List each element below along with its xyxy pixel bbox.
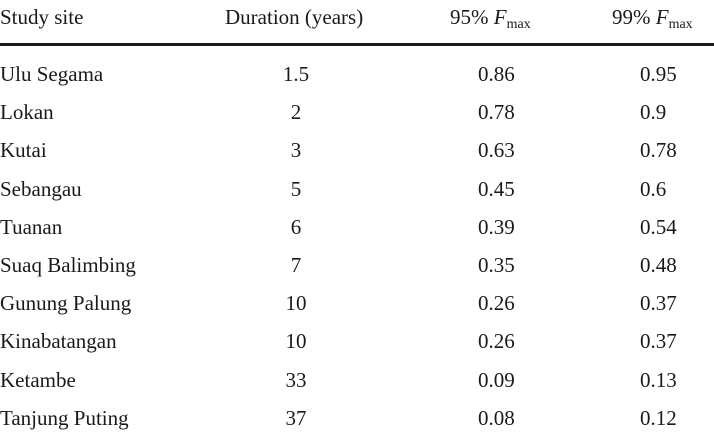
cell-duration: 33 [285, 367, 307, 392]
cell-f99: 0.78 [640, 138, 677, 163]
cell-f99: 0.37 [640, 329, 677, 354]
header-f99: 99% Fmax [612, 2, 693, 40]
header-f99-symbol: F [655, 5, 669, 29]
cell-f99: 0.6 [640, 176, 667, 201]
cell-duration: 3 [290, 138, 302, 163]
cell-f99: 0.48 [640, 253, 677, 277]
cell-f95: 0.45 [478, 176, 515, 201]
cell-f99: 0.37 [640, 291, 677, 316]
cell-duration: 37 [285, 405, 307, 430]
cell-f99: 0.54 [640, 214, 677, 239]
cell-study-site: Suaq Balimbing [0, 253, 136, 277]
cell-f95: 0.26 [478, 329, 515, 354]
cell-study-site: Kinabatangan [0, 329, 117, 354]
cell-duration: 2 [290, 100, 302, 125]
cell-f95: 0.86 [478, 62, 515, 86]
header-duration: Duration (years) [225, 5, 364, 29]
table-header: Study site Duration (years) 95% Fmax 99%… [0, 0, 714, 44]
cell-duration: 10 [285, 329, 307, 354]
table-row: Lokan 2 0.78 0.9 [0, 97, 714, 135]
table-row: Ketambe 33 0.09 0.13 [0, 365, 714, 403]
cell-f95: 0.26 [478, 291, 515, 316]
header-f95: 95% Fmax [450, 2, 531, 40]
cell-study-site: Lokan [0, 100, 54, 125]
table-row: Suaq Balimbing 7 0.35 0.48 [0, 250, 714, 288]
cell-f99: 0.13 [640, 367, 677, 392]
header-rule [0, 43, 714, 46]
header-f99-subscript: max [668, 17, 693, 32]
cell-study-site: Gunung Palung [0, 291, 132, 316]
cell-f95: 0.78 [478, 100, 515, 125]
table-row: Sebangau 5 0.45 0.6 [0, 174, 714, 212]
cell-study-site: Sebangau [0, 176, 82, 201]
cell-duration: 7 [290, 253, 302, 277]
cell-f99: 0.9 [640, 100, 667, 125]
table-row: Tanjung Puting 37 0.08 0.12 [0, 403, 714, 441]
cell-f99: 0.95 [640, 62, 677, 86]
cell-duration: 5 [290, 176, 302, 201]
cell-study-site: Ketambe [0, 367, 76, 392]
header-f95-symbol: F [493, 5, 507, 29]
header-study-site: Study site [0, 5, 84, 29]
table-row: Ulu Segama 1.5 0.86 0.95 [0, 59, 714, 97]
table-row: Kinabatangan 10 0.26 0.37 [0, 326, 714, 364]
table-row: Tuanan 6 0.39 0.54 [0, 212, 714, 250]
header-f95-prefix: 95% [450, 5, 494, 29]
cell-f95: 0.08 [478, 405, 515, 430]
cell-duration: 10 [285, 291, 307, 316]
cell-study-site: Kutai [0, 138, 47, 163]
cell-f99: 0.12 [640, 405, 677, 430]
cell-f95: 0.39 [478, 214, 515, 239]
cell-study-site: Tanjung Puting [0, 405, 129, 430]
header-f99-prefix: 99% [612, 5, 656, 29]
cell-f95: 0.09 [478, 367, 515, 392]
cell-study-site: Tuanan [0, 214, 63, 239]
header-f95-subscript: max [506, 17, 531, 32]
cell-study-site: Ulu Segama [0, 62, 104, 86]
cell-f95: 0.63 [478, 138, 515, 163]
cell-duration: 6 [290, 214, 302, 239]
cell-f95: 0.35 [478, 253, 515, 277]
table-row: Gunung Palung 10 0.26 0.37 [0, 288, 714, 326]
cell-duration: 1.5 [282, 62, 310, 86]
table-row: Kutai 3 0.63 0.78 [0, 135, 714, 173]
